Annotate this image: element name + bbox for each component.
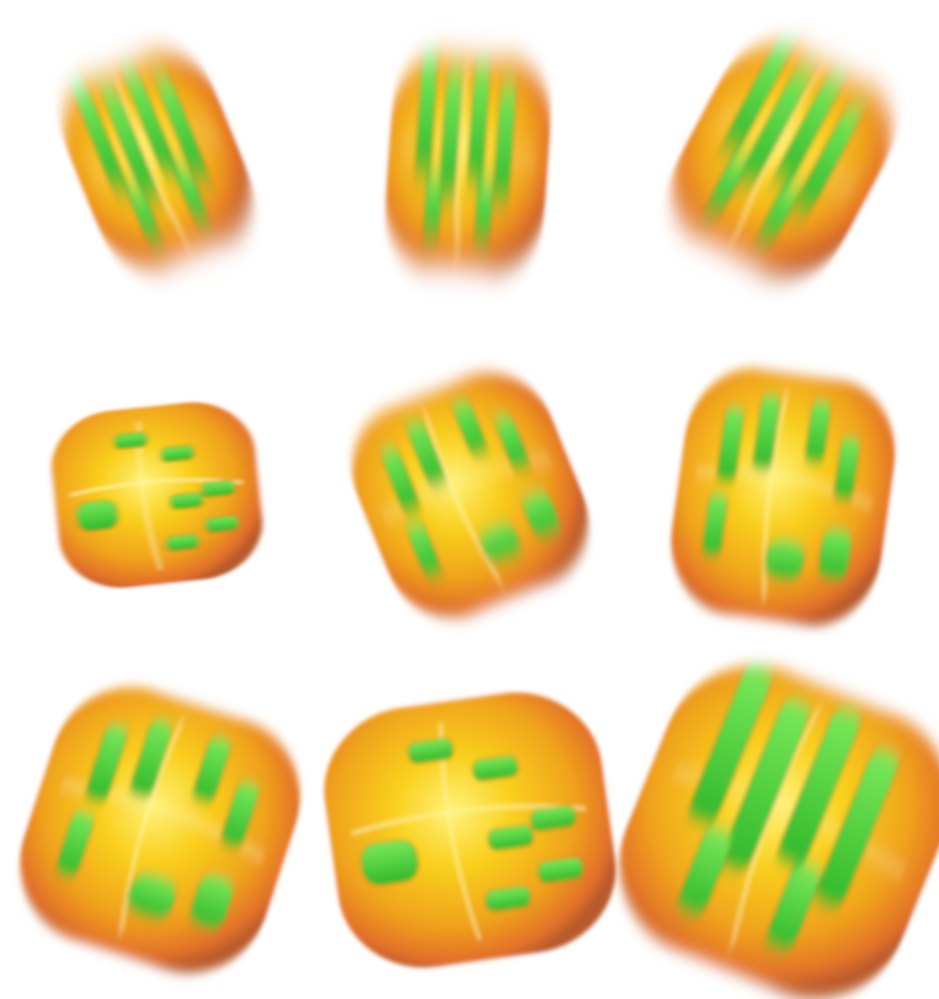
pip [716,406,745,483]
pip [777,708,861,867]
pip [529,805,577,832]
pip [173,163,209,224]
pip [189,874,234,930]
pip [360,839,419,886]
die-body [19,687,301,973]
pip [484,885,532,912]
pip [804,399,832,464]
pip [815,749,899,908]
die [313,683,627,977]
die-edge-highlight [119,720,184,934]
pip [406,521,442,578]
die [16,683,304,977]
die-body [324,692,616,968]
pip [165,533,200,552]
pip [722,44,790,153]
pip [220,781,260,848]
pip [752,394,781,470]
pip [764,538,806,581]
pip [192,736,232,803]
pip [473,177,495,243]
pip [494,414,530,470]
pip [833,436,861,501]
pip [537,857,584,884]
pip [407,737,454,765]
die [42,395,272,595]
pip [492,84,517,203]
pip [55,810,95,877]
pip [794,106,862,215]
pip [422,173,444,239]
pip [471,755,519,782]
pip [701,493,729,557]
pip [437,70,464,200]
pip [169,491,204,510]
pip [479,522,522,563]
die [63,50,251,270]
pip [487,824,534,851]
die-edge-highlight [762,392,789,600]
pip [200,479,236,498]
pip [738,68,811,186]
pip [720,699,811,872]
pip [204,514,240,533]
pip [413,57,439,176]
die [351,371,589,619]
pip [758,181,801,243]
pip [127,872,177,920]
die [673,44,891,276]
pip [706,153,749,215]
die [378,43,558,281]
pip [124,70,178,177]
pip [452,400,488,456]
pip [466,65,492,184]
pip [129,718,173,798]
die-body [670,368,896,626]
pip [160,444,195,463]
die [617,664,939,999]
pip [406,420,446,486]
die-body [352,373,588,617]
pip [774,76,842,185]
pip [688,665,772,825]
pip [113,431,148,450]
pip [155,75,209,182]
pip [380,447,421,513]
die [663,358,903,636]
pip [101,87,159,203]
die-body [51,402,263,588]
pip [75,499,119,532]
die-edge-highlight [423,412,503,584]
pip [73,86,128,193]
pip [817,528,853,581]
pip [85,723,129,803]
pip [126,183,162,243]
pip [522,490,561,538]
pip [765,862,822,952]
pip [677,826,733,916]
